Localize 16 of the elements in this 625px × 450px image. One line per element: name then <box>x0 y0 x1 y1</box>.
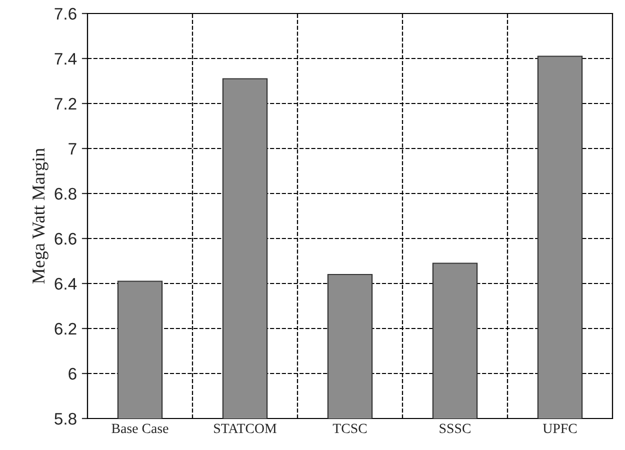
y-axis-title: Mega Watt Margin <box>32 148 48 284</box>
x-tick-label: UPFC <box>542 424 577 434</box>
x-tick-label: Base Case <box>112 424 168 434</box>
y-tick-label: 6.2 <box>54 322 76 335</box>
x-tick-label: STATCOM <box>214 424 276 434</box>
y-tick-label: 6.8 <box>54 188 76 200</box>
y-tick-label: 7.6 <box>54 8 76 20</box>
x-tick-label: SSSC <box>440 424 470 434</box>
y-tick-label: 6.6 <box>54 232 76 245</box>
y-tick-label: 7 <box>68 143 76 155</box>
y-tick-label: 7.2 <box>54 98 76 110</box>
y-tick-label: 7.4 <box>54 53 77 65</box>
y-tick-label: 6.4 <box>54 278 77 290</box>
x-tick-label: TCSC <box>332 424 367 434</box>
y-tick-label: 5.8 <box>54 412 76 425</box>
y-tick-label: 6 <box>68 368 76 380</box>
